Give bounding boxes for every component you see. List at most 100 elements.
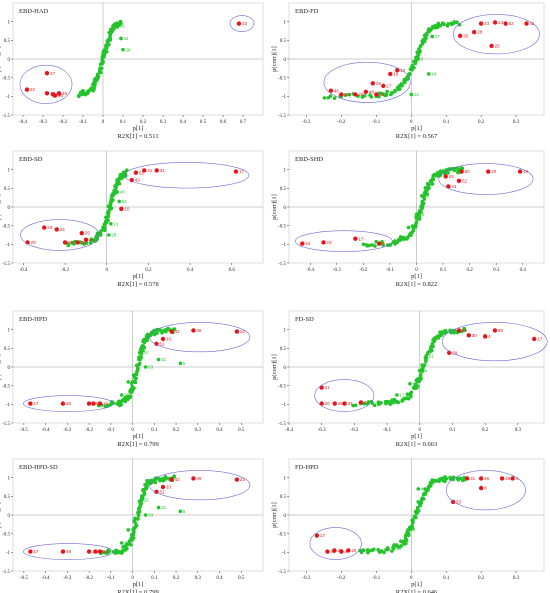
green-point	[444, 330, 448, 334]
red-point-label: 21	[325, 385, 331, 390]
green-point	[403, 537, 408, 541]
red-point	[93, 549, 98, 554]
green-point	[391, 546, 396, 551]
green-point	[442, 22, 446, 27]
y-tick-label: 0	[284, 514, 287, 519]
green-point-label: 36	[120, 24, 126, 29]
red-point	[332, 401, 337, 406]
green-point	[401, 539, 406, 544]
y-tick-label: 0	[8, 366, 11, 371]
cluster-ellipse	[23, 395, 114, 412]
red-point-label: 49	[523, 169, 529, 174]
red-point	[377, 241, 382, 246]
x-tick-label: 0.1	[120, 120, 127, 125]
x-tick-label: -0.4	[42, 576, 50, 581]
x-tick-label: 0	[410, 120, 413, 125]
x-tick-label: 0.3	[195, 576, 202, 581]
red-point-label: 26	[358, 92, 364, 97]
red-point-label: 53	[456, 500, 462, 505]
green-point	[102, 49, 107, 54]
red-point-label: 17	[33, 549, 39, 554]
red-point-label: 52	[509, 21, 515, 26]
y-tick-label: -1	[282, 551, 287, 556]
green-point-label: 51	[429, 353, 435, 358]
red-point	[358, 400, 364, 405]
x-tick-label: -0.1	[372, 120, 380, 125]
red-point	[482, 334, 488, 339]
green-point	[84, 241, 89, 245]
y-tick-label: 1	[284, 328, 287, 333]
red-point	[169, 477, 174, 482]
green-point	[427, 182, 431, 187]
green-point-label: 5	[183, 361, 186, 366]
x-tick-label: 0.1	[151, 428, 158, 433]
green-point	[446, 22, 450, 26]
red-point-label: 26	[338, 401, 344, 406]
green-point-label: 39	[124, 393, 130, 398]
red-point-label: 46	[484, 476, 490, 481]
red-point	[24, 87, 30, 92]
x-axis-label: p[1]	[133, 273, 144, 280]
x-tick-label: -0.4	[19, 268, 27, 273]
chart-title: EBD-HPD-SD	[19, 464, 58, 471]
r2x-caption: R2X[1] = 0.511	[117, 133, 158, 140]
red-point-label: 13	[498, 20, 504, 25]
red-point-label: 51	[159, 341, 165, 346]
red-point-label: 8	[484, 486, 487, 491]
green-point	[86, 91, 90, 95]
red-point-label: 41	[147, 168, 153, 173]
red-point-label: 28	[477, 30, 483, 35]
green-point	[398, 235, 403, 239]
red-point-label: 25	[85, 231, 91, 236]
red-point	[370, 81, 376, 86]
green-point	[414, 220, 419, 225]
red-point	[56, 91, 62, 96]
red-point-label: 59	[462, 328, 468, 333]
x-tick-label: 0.4	[216, 576, 223, 581]
x-axis-label: p[1]	[133, 581, 144, 588]
red-point-label: 2	[364, 400, 367, 405]
red-point	[97, 401, 103, 406]
red-point	[44, 70, 50, 76]
red-point-label: 46	[334, 88, 340, 93]
green-point-label: 44	[421, 486, 427, 491]
x-tick-label: -0.3	[63, 576, 71, 581]
green-point	[385, 400, 389, 405]
green-point	[123, 399, 128, 404]
green-point	[149, 332, 154, 336]
cluster-ellipse	[452, 14, 540, 55]
red-point-label: 26	[58, 93, 64, 98]
red-point-label: 16	[393, 72, 399, 77]
green-point	[134, 376, 138, 381]
green-point	[462, 328, 466, 332]
green-point	[119, 173, 124, 178]
green-point	[140, 494, 144, 498]
red-point-label: 29	[452, 350, 458, 355]
red-point	[28, 401, 33, 406]
green-point	[366, 400, 371, 404]
green-point	[377, 91, 382, 95]
red-point-label: 49	[196, 328, 202, 333]
red-point	[466, 333, 472, 338]
x-tick-label: -0.1	[383, 428, 391, 433]
green-point	[411, 518, 415, 522]
red-point-label: 17	[239, 169, 245, 174]
x-axis-label: p[1]	[411, 433, 422, 440]
red-point	[234, 477, 240, 482]
x-tick-label: 0.7	[240, 120, 247, 125]
x-tick-label: -0.2	[359, 268, 367, 273]
green-point-label: 12	[414, 92, 420, 97]
red-point-label: 49	[196, 476, 202, 481]
red-point-label: 25	[495, 44, 501, 49]
red-point-label: 23	[240, 477, 246, 482]
green-point	[407, 72, 411, 76]
red-point	[79, 230, 84, 236]
y-tick-label: -1.5	[2, 570, 10, 575]
red-point-label: 31	[470, 476, 476, 481]
green-point	[130, 384, 135, 389]
x-tick-label: 0.1	[443, 120, 450, 125]
green-point	[107, 233, 111, 237]
red-point-label: 17	[320, 533, 326, 538]
x-tick-label: 0.1	[443, 576, 450, 581]
red-point-label: 52	[462, 178, 468, 183]
